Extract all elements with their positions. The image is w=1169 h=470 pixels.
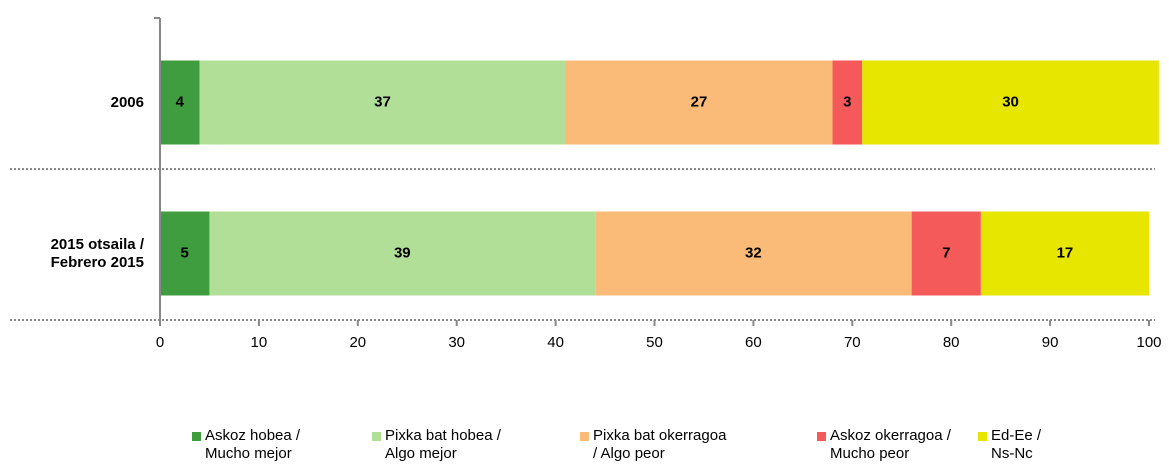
bar-segment <box>980 211 1149 296</box>
x-tick-label: 0 <box>156 334 164 351</box>
bar-segment <box>160 60 200 145</box>
x-tick-label: 100 <box>1136 334 1161 351</box>
x-tick-label: 40 <box>547 334 564 351</box>
x-tick-label: 60 <box>745 334 762 351</box>
legend-swatch <box>372 432 381 441</box>
value-label: 17 <box>1057 244 1074 261</box>
x-tick-label: 50 <box>646 334 663 351</box>
value-label: 30 <box>1002 93 1019 110</box>
y-tick-label: 2006 <box>110 93 144 111</box>
bar-segment <box>565 60 833 145</box>
value-label: 39 <box>394 244 411 261</box>
legend-label: Askoz hobea / Mucho mejor <box>205 427 301 462</box>
legend-label: Pixka bat okerragoa / Algo peor <box>593 427 727 462</box>
x-tick-label: 20 <box>349 334 366 351</box>
x-tick-label: 10 <box>251 334 268 351</box>
legend-swatch <box>817 432 826 441</box>
x-tick-label: 90 <box>1042 334 1059 351</box>
value-label: 3 <box>843 93 851 110</box>
legend-swatch <box>978 432 987 441</box>
value-label: 27 <box>691 93 708 110</box>
x-tick-label: 30 <box>448 334 465 351</box>
bar-segment <box>209 211 596 296</box>
legend-swatch <box>192 432 201 441</box>
value-label: 37 <box>374 93 391 110</box>
value-label: 4 <box>176 93 185 110</box>
legend-label: Pixka bat hobea / Algo mejor <box>385 427 501 462</box>
bar-segment <box>832 60 863 145</box>
value-label: 5 <box>181 244 189 261</box>
x-tick-label: 70 <box>844 334 861 351</box>
legend-label: Ed-Ee / Ns-Nc <box>991 427 1042 462</box>
bar-segment <box>911 211 981 296</box>
bar-segment <box>862 60 1159 145</box>
legend-label: Askoz okerragoa / Mucho peor <box>830 427 951 462</box>
bar-segment <box>199 60 566 145</box>
x-tick-label: 80 <box>943 334 960 351</box>
bar-segment <box>595 211 912 296</box>
value-label: 7 <box>942 244 950 261</box>
value-label: 32 <box>745 244 762 261</box>
y-tick-label: 2015 otsaila / Febrero 2015 <box>50 235 144 271</box>
legend-swatch <box>580 432 589 441</box>
bar-segment <box>160 211 210 296</box>
